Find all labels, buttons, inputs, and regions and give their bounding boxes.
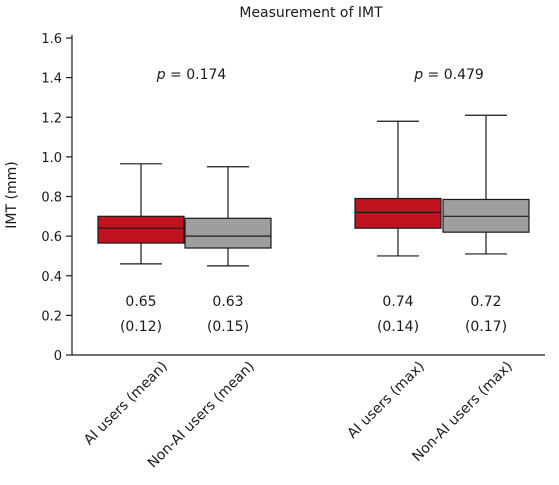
iqr-box [184,217,272,249]
iqr-box [354,197,442,229]
sd-value: (0.14) [377,319,419,335]
box-4 [442,114,530,255]
iqr-box [97,215,185,244]
x-category-label: AI users (mean) [81,359,171,449]
sd-value: (0.17) [465,319,507,335]
box-1 [97,163,185,265]
y-tick-label: 1.4 [41,72,62,87]
y-tick-label: 0.4 [41,270,62,285]
p-symbol: p [156,67,166,83]
y-tick-label: 0.2 [41,309,62,324]
p-value-annotation: p = 0.479 [413,67,484,83]
p-symbol: p [413,67,423,83]
y-tick-label: 0.8 [41,191,62,206]
mean-value: 0.72 [470,294,501,310]
y-tick-label: 1.0 [41,151,62,166]
mean-value: 0.65 [125,294,156,310]
p-value-text: = 0.479 [423,67,484,83]
y-tick-label: 1.6 [41,32,62,47]
x-category-label: Non-AI users (max) [409,359,515,465]
p-value-annotation: p = 0.174 [156,67,227,83]
y-tick-label: 0.6 [41,230,62,245]
x-category-label: AI users (max) [344,359,427,442]
y-tick-label: 1.2 [41,111,62,126]
chart-title: Measurement of IMT [239,5,383,21]
mean-value: 0.63 [212,294,243,310]
sd-value: (0.15) [207,319,249,335]
p-value-text: = 0.174 [166,67,227,83]
y-axis-label: IMT (mm) [4,161,20,228]
mean-value: 0.74 [382,294,413,310]
sd-value: (0.12) [120,319,162,335]
box-3 [354,120,442,257]
y-tick-label: 0 [54,349,62,364]
box-2 [184,166,272,267]
